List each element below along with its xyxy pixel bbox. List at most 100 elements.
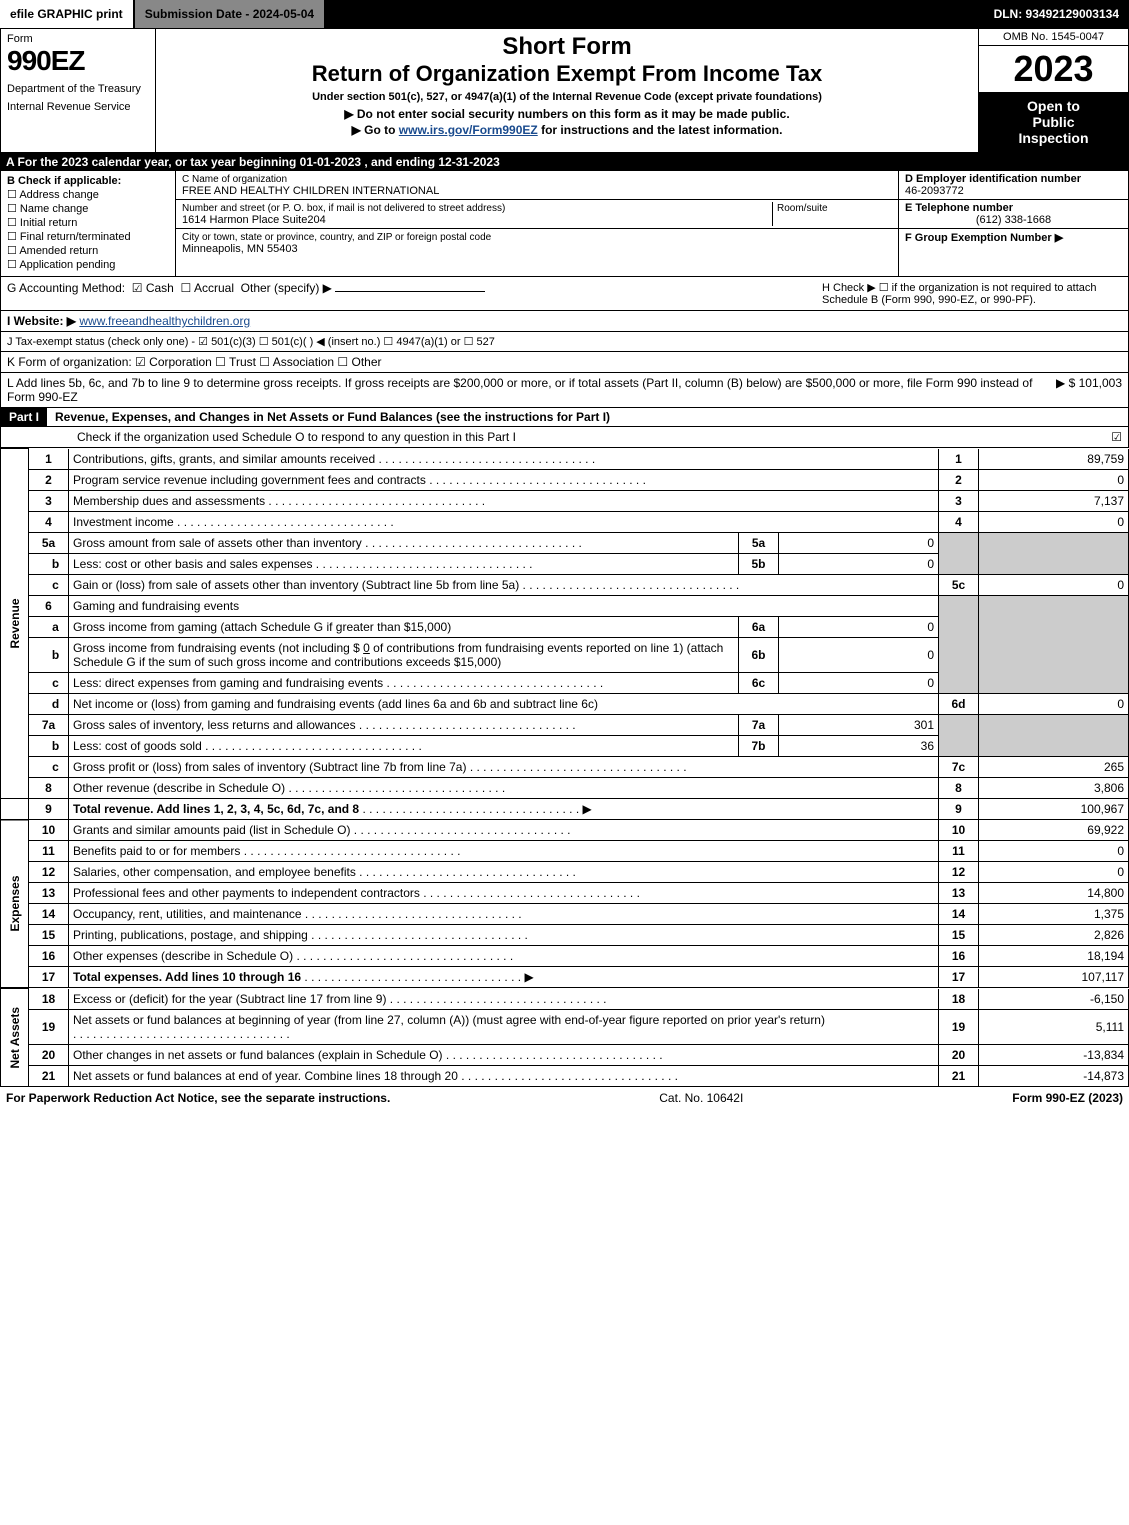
l11-num: 11 [29, 841, 69, 862]
b-opt-4[interactable]: ☐ Amended return [7, 244, 169, 257]
l-amount: ▶ $ 101,003 [1056, 376, 1122, 404]
part-i-title: Revenue, Expenses, and Changes in Net As… [47, 410, 1128, 424]
l8-num: 8 [29, 777, 69, 798]
insp-2: Public [981, 114, 1126, 130]
revenue-table: Revenue 1 Contributions, gifts, grants, … [0, 448, 1129, 820]
l21-rlab: 21 [939, 1065, 979, 1086]
header-right: OMB No. 1545-0047 2023 Open to Public In… [978, 29, 1128, 152]
row-i: I Website: ▶ www.freeandhealthychildren.… [0, 311, 1129, 332]
l5-grey2 [979, 532, 1129, 574]
l4-val: 0 [979, 511, 1129, 532]
l9-desc: Total revenue. Add lines 1, 2, 3, 4, 5c,… [73, 802, 359, 816]
l6b-amt: 0 [363, 641, 370, 655]
l3-desc: Membership dues and assessments [73, 494, 265, 508]
l15-desc: Printing, publications, postage, and shi… [73, 928, 308, 942]
ssn-warning: ▶ Do not enter social security numbers o… [164, 107, 970, 121]
l10-rlab: 10 [939, 820, 979, 841]
part-i-checkbox[interactable]: ☑ [1102, 430, 1122, 444]
l7c-desc: Gross profit or (loss) from sales of inv… [73, 760, 466, 774]
l6d-val: 0 [979, 693, 1129, 714]
insp-3: Inspection [981, 130, 1126, 146]
l11-rlab: 11 [939, 841, 979, 862]
l17-desc: Total expenses. Add lines 10 through 16 [73, 970, 301, 984]
g-accrual: Accrual [194, 281, 234, 295]
l8-desc: Other revenue (describe in Schedule O) [73, 781, 285, 795]
under-section: Under section 501(c), 527, or 4947(a)(1)… [164, 91, 970, 103]
l5a-iv: 0 [779, 532, 939, 553]
goto-pre: ▶ Go to [352, 123, 399, 137]
l9-val: 100,967 [979, 798, 1129, 819]
l20-rlab: 20 [939, 1044, 979, 1065]
l10-desc: Grants and similar amounts paid (list in… [73, 823, 350, 837]
l6c-iv: 0 [779, 672, 939, 693]
b-opt-3[interactable]: ☐ Final return/terminated [7, 230, 169, 243]
row-j: J Tax-exempt status (check only one) - ☑… [0, 332, 1129, 352]
row-k: K Form of organization: ☑ Corporation ☐ … [0, 352, 1129, 373]
g-label: G Accounting Method: [7, 281, 125, 295]
l15-rlab: 15 [939, 925, 979, 946]
l19-num: 19 [29, 1009, 69, 1044]
phone-value: (612) 338-1668 [905, 214, 1122, 226]
l6-grey1 [939, 595, 979, 693]
l10-val: 69,922 [979, 820, 1129, 841]
l7b-num: b [29, 735, 69, 756]
l5a-desc: Gross amount from sale of assets other t… [73, 536, 362, 550]
footer-right: Form 990-EZ (2023) [1012, 1091, 1123, 1105]
website-link[interactable]: www.freeandhealthychildren.org [79, 314, 250, 328]
h-block: H Check ▶ ☐ if the organization is not r… [822, 281, 1122, 306]
l7a-desc: Gross sales of inventory, less returns a… [73, 718, 356, 732]
c-addr-cell: Number and street (or P. O. box, if mail… [176, 200, 898, 229]
l17-rlab: 17 [939, 967, 979, 988]
l1-val: 89,759 [979, 449, 1129, 470]
l13-desc: Professional fees and other payments to … [73, 886, 420, 900]
l19-rlab: 19 [939, 1009, 979, 1044]
l8-rlab: 8 [939, 777, 979, 798]
l6a-num: a [29, 616, 69, 637]
c-name-label: C Name of organization [182, 174, 287, 185]
f-label: F Group Exemption Number ▶ [905, 232, 1063, 244]
l7b-il: 7b [739, 735, 779, 756]
e-cell: E Telephone number (612) 338-1668 [899, 200, 1128, 229]
l6-desc: Gaming and fundraising events [69, 595, 939, 616]
top-bar: efile GRAPHIC print Submission Date - 20… [0, 0, 1129, 28]
dln-label: DLN: 93492129003134 [984, 0, 1129, 28]
netassets-table: Net Assets 18 Excess or (deficit) for th… [0, 988, 1129, 1087]
org-name: FREE AND HEALTHY CHILDREN INTERNATIONAL [182, 185, 439, 197]
org-address: 1614 Harmon Place Suite204 [182, 214, 326, 226]
row-l: L Add lines 5b, 6c, and 7b to line 9 to … [0, 373, 1129, 408]
l4-num: 4 [29, 511, 69, 532]
l6a-desc: Gross income from gaming (attach Schedul… [69, 616, 739, 637]
l6a-iv: 0 [779, 616, 939, 637]
irs-link[interactable]: www.irs.gov/Form990EZ [399, 123, 538, 137]
l6b-iv: 0 [779, 637, 939, 672]
goto-post: for instructions and the latest informat… [538, 123, 783, 137]
b-opt-2[interactable]: ☐ Initial return [7, 216, 169, 229]
g-block: G Accounting Method: ☑ Cash ☐ Accrual Ot… [7, 281, 822, 306]
form-header: Form 990EZ Department of the Treasury In… [0, 28, 1129, 153]
l7c-rlab: 7c [939, 756, 979, 777]
l9-num: 9 [29, 798, 69, 819]
part-i-header: Part I Revenue, Expenses, and Changes in… [0, 408, 1129, 427]
l21-val: -14,873 [979, 1065, 1129, 1086]
l8-val: 3,806 [979, 777, 1129, 798]
open-inspection: Open to Public Inspection [979, 92, 1128, 152]
l3-rlab: 3 [939, 490, 979, 511]
l16-desc: Other expenses (describe in Schedule O) [73, 949, 293, 963]
header-center: Short Form Return of Organization Exempt… [156, 29, 978, 152]
l3-num: 3 [29, 490, 69, 511]
efile-print-button[interactable]: efile GRAPHIC print [0, 0, 135, 28]
header-left: Form 990EZ Department of the Treasury In… [1, 29, 156, 152]
b-opt-0[interactable]: ☐ Address change [7, 188, 169, 201]
l6c-num: c [29, 672, 69, 693]
b-label: B Check if applicable: [7, 175, 121, 187]
b-opt-5[interactable]: ☐ Application pending [7, 258, 169, 271]
l11-val: 0 [979, 841, 1129, 862]
l16-num: 16 [29, 946, 69, 967]
b-opt-1[interactable]: ☐ Name change [7, 202, 169, 215]
l7c-val: 265 [979, 756, 1129, 777]
info-block: B Check if applicable: ☐ Address change … [0, 171, 1129, 277]
l14-rlab: 14 [939, 904, 979, 925]
b-opt-0-label: Address change [19, 189, 99, 201]
footer-left: For Paperwork Reduction Act Notice, see … [6, 1091, 390, 1105]
b-opt-5-label: Application pending [19, 259, 115, 271]
